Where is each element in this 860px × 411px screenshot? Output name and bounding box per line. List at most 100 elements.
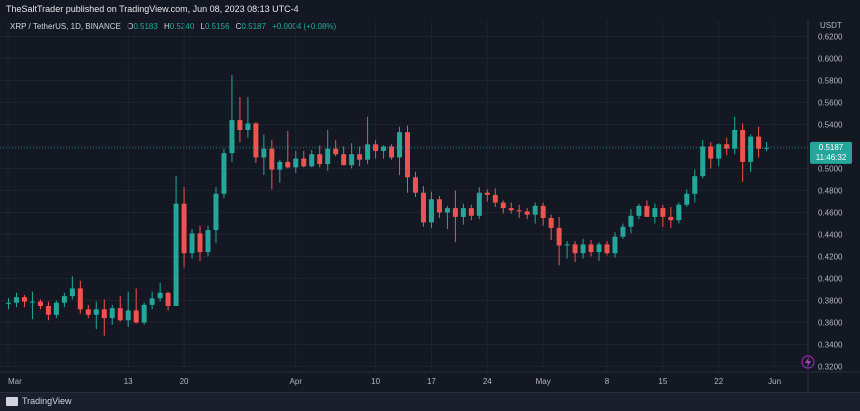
candle-body (277, 161, 283, 170)
price-tick-label: 0.5000 (818, 165, 843, 174)
candle (460, 203, 466, 225)
candle (556, 216, 562, 266)
candle (61, 292, 67, 308)
candle-body (389, 146, 395, 158)
candle (524, 208, 530, 220)
candle-body (612, 236, 618, 254)
candle (125, 291, 131, 327)
candle-body (77, 288, 83, 310)
candle-body (189, 233, 195, 254)
price-tick-label: 0.4800 (818, 187, 843, 196)
candle (492, 188, 498, 207)
time-tick-label: Mar (8, 377, 22, 386)
candle-body (740, 130, 746, 162)
candle (333, 139, 339, 157)
candle-body (476, 192, 482, 216)
candle (373, 139, 379, 159)
candle (165, 291, 171, 311)
candle (668, 207, 674, 228)
price-tick-label: 0.4600 (818, 209, 843, 218)
candle-body (532, 205, 538, 215)
footer-bar: TradingView (0, 392, 860, 411)
candle-body (508, 208, 514, 211)
candle-body (420, 192, 426, 223)
candle-body (412, 177, 418, 193)
candle (644, 200, 650, 217)
candle (468, 204, 474, 221)
candle (77, 280, 83, 314)
candle (365, 116, 371, 165)
candle-body (428, 199, 434, 223)
candle-body (85, 309, 91, 315)
currency-label: USDT (820, 21, 842, 30)
candle-body (588, 244, 594, 253)
candle-body (524, 211, 530, 215)
candle (53, 300, 59, 319)
candle (596, 242, 602, 261)
candle-body (700, 146, 706, 177)
candle-body (692, 176, 698, 194)
candle (540, 202, 546, 226)
candle-body (109, 308, 115, 319)
low-label: L (200, 22, 205, 31)
candle-body (564, 244, 570, 246)
tradingview-logo[interactable]: TradingView (6, 396, 72, 407)
candle (349, 143, 355, 169)
candle-body (748, 136, 754, 162)
candle-body (29, 301, 35, 303)
candle-body (452, 208, 458, 217)
candle (13, 292, 19, 308)
candle-body (133, 310, 139, 323)
time-tick-label: 17 (427, 377, 436, 386)
candle-body (149, 298, 155, 305)
alert-icon[interactable] (801, 355, 815, 369)
candle (101, 299, 107, 336)
candle-body (293, 158, 299, 168)
candle-body (221, 153, 227, 194)
candle (588, 240, 594, 257)
time-tick-label: 22 (714, 377, 723, 386)
candle-body (500, 202, 506, 209)
candle (293, 150, 299, 173)
candle (732, 116, 738, 155)
candle (444, 205, 450, 229)
candle-body (405, 132, 410, 178)
candle (420, 186, 426, 227)
candle-body (229, 120, 235, 154)
candle-body (269, 148, 275, 170)
low-value: 0.5156 (204, 22, 230, 31)
candle-body (397, 132, 403, 158)
candle (612, 232, 618, 258)
price-axis[interactable]: 0.62000.60000.58000.56000.54000.52000.50… (818, 33, 843, 372)
open-label: O (127, 22, 134, 31)
candle (197, 225, 203, 261)
candle (764, 142, 770, 152)
candle-body (125, 310, 131, 321)
candle (652, 203, 658, 224)
candle (325, 130, 331, 171)
candle (676, 202, 682, 224)
candle (604, 241, 610, 256)
candle (412, 171, 418, 198)
candle-body (309, 154, 315, 167)
candle (29, 291, 35, 320)
time-axis[interactable]: Mar 13 20 Apr 10 17 24 May 8 15 22 Jun (8, 377, 781, 386)
publisher-bar: TheSaltTrader published on TradingView.c… (0, 0, 860, 20)
candle (748, 134, 754, 172)
candle (700, 139, 706, 179)
candle-body (53, 302, 59, 315)
candle-body (732, 130, 738, 149)
candle (381, 145, 387, 159)
candlestick-chart[interactable]: USDT 0.62000.60000.58000.56000.54000.520… (0, 0, 860, 392)
time-tick-label: 15 (658, 377, 667, 386)
candle (532, 202, 538, 224)
candle-body (596, 244, 602, 253)
candle-body (724, 144, 730, 149)
candle-body (460, 208, 466, 217)
price-tick-label: 0.3800 (818, 297, 843, 306)
candle-body (301, 158, 307, 167)
brand-label: TradingView (22, 396, 72, 406)
candle (389, 144, 395, 160)
candle (6, 298, 11, 310)
candle (69, 276, 75, 300)
